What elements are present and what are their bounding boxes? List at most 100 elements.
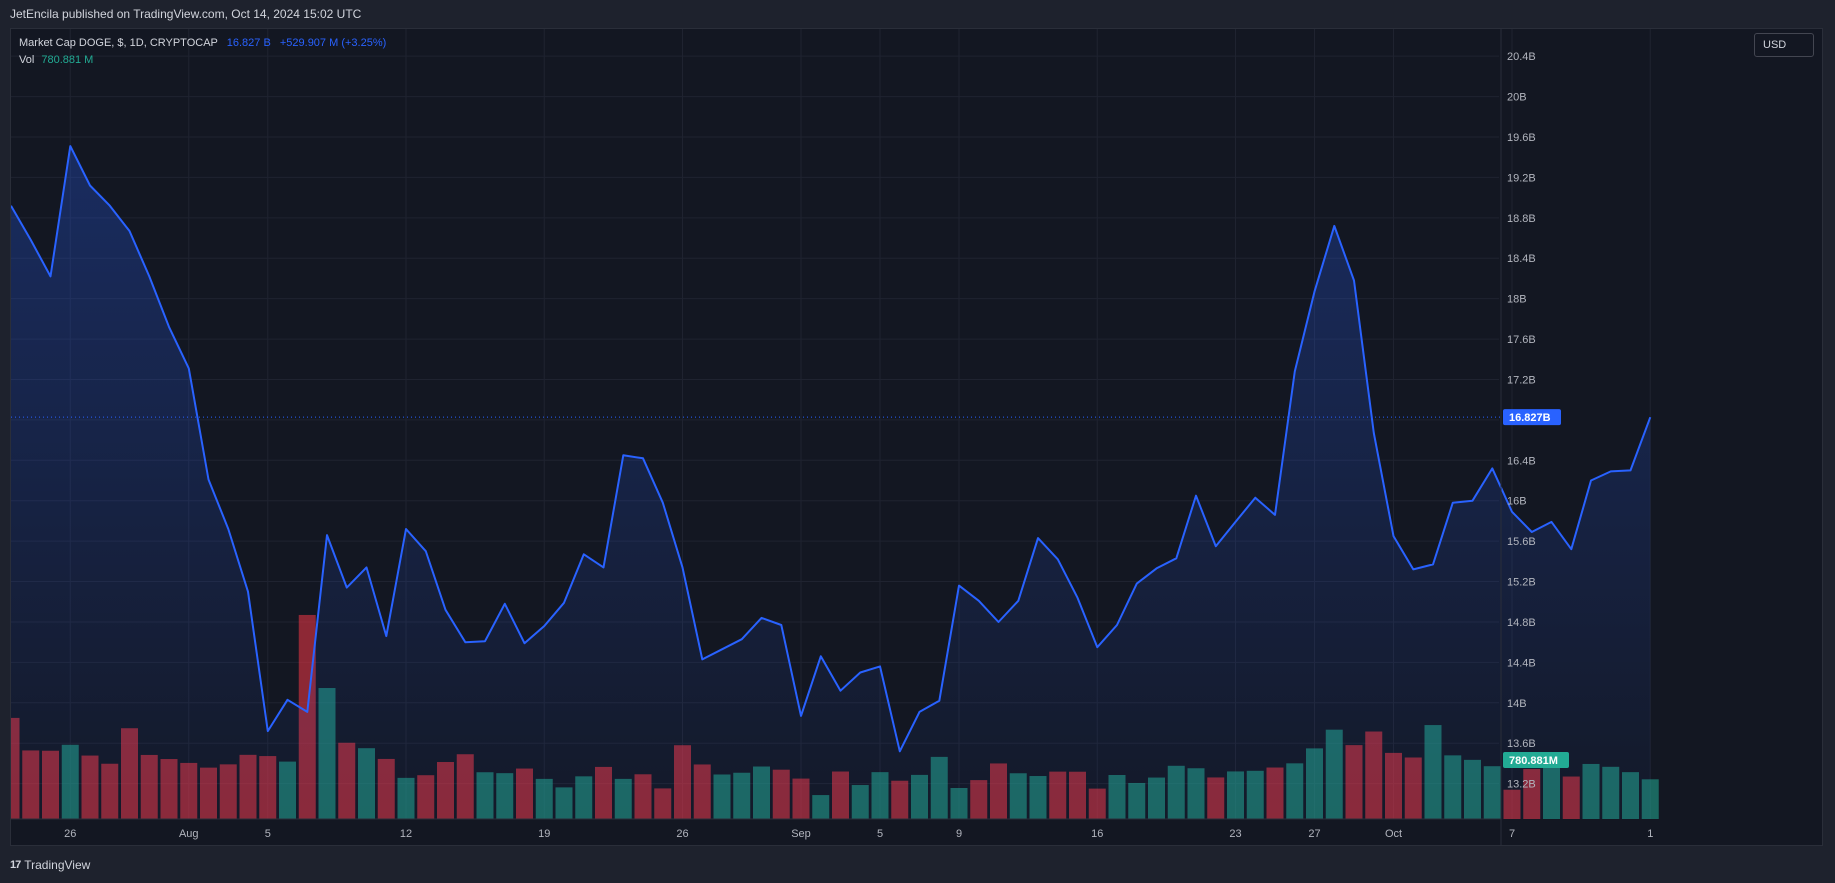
price-point[interactable] [1490,466,1494,470]
price-point[interactable] [1451,501,1455,505]
price-point[interactable] [167,325,171,329]
price-point[interactable] [1609,469,1613,473]
price-point[interactable] [29,238,33,242]
volume-last-value: 780.881 M [41,54,94,66]
series-label[interactable]: Market Cap DOGE, $, 1D, CRYPTOCAP [19,37,218,49]
chart-canvas[interactable]: 13.2B 13.6B 14B 14.4B 14.8B 15.2B 15.6B 16B 16.4… [11,29,1823,846]
price-point[interactable] [918,710,922,714]
price-point[interactable] [542,624,546,628]
price-point[interactable] [325,533,329,537]
price-point[interactable] [1194,494,1198,498]
volume-label[interactable]: Vol [19,54,35,66]
price-point[interactable] [700,657,704,661]
price-point[interactable] [286,698,290,702]
price-point[interactable] [49,274,53,278]
price-point[interactable] [523,641,527,645]
price-point[interactable] [463,640,467,644]
price-point[interactable] [621,453,625,457]
price-point[interactable] [839,689,843,693]
price-point[interactable] [1411,567,1415,571]
price-point[interactable] [1214,544,1218,548]
price-point[interactable] [147,274,151,278]
price-point[interactable] [1431,562,1435,566]
price-line[interactable] [11,145,1652,753]
price-point[interactable] [345,586,349,590]
price-point[interactable] [582,552,586,556]
price-point[interactable] [898,749,902,753]
price-point[interactable] [1313,290,1317,294]
price-point[interactable] [68,144,72,148]
price-point[interactable] [779,623,783,627]
price-point[interactable] [1332,224,1336,228]
price-point[interactable] [365,565,369,569]
price-point[interactable] [1471,499,1475,503]
price-area-fill [11,146,1651,820]
price-point[interactable] [1589,479,1593,483]
price-point[interactable] [562,601,566,605]
price-point[interactable] [207,478,211,482]
price-point[interactable] [1056,557,1060,561]
price-point[interactable] [1174,556,1178,560]
price-point[interactable] [483,639,487,643]
price-point[interactable] [1234,520,1238,524]
price-point[interactable] [108,204,112,208]
price-point[interactable] [444,608,448,612]
y-tick-label: 17.2B [1507,374,1536,386]
y-tick-label: 17.6B [1507,334,1536,346]
price-point[interactable] [1095,645,1099,649]
price-point[interactable] [977,599,981,603]
price-point[interactable] [404,527,408,531]
price-point[interactable] [305,710,309,714]
price-point[interactable] [1648,415,1652,419]
price-point[interactable] [187,366,191,370]
price-point[interactable] [1352,278,1356,282]
price-point[interactable] [1273,513,1277,517]
price-point[interactable] [1135,582,1139,586]
price-point[interactable] [1016,599,1020,603]
price-point[interactable] [720,647,724,651]
price-point[interactable] [681,565,685,569]
price-point[interactable] [88,183,92,187]
price-point[interactable] [1293,369,1297,373]
price-point[interactable] [384,634,388,638]
price-point[interactable] [997,620,1001,624]
price-point[interactable] [1076,596,1080,600]
price-point[interactable] [226,527,230,531]
price-point[interactable] [957,584,961,588]
price-point[interactable] [602,565,606,569]
y-tick-label: 18.8B [1507,213,1536,225]
y-tick-label: 13.6B [1507,738,1536,750]
price-point[interactable] [266,729,270,733]
price-point[interactable] [661,501,665,505]
price-point[interactable] [1530,530,1534,534]
currency-button[interactable]: USD [1754,33,1814,57]
price-point[interactable] [760,616,764,620]
price-point[interactable] [819,654,823,658]
price-point[interactable] [1510,510,1514,514]
price-point[interactable] [1036,536,1040,540]
price-point[interactable] [858,670,862,674]
chart-pane[interactable]: 13.2B 13.6B 14B 14.4B 14.8B 15.2B 15.6B 16B 16.4… [10,28,1823,846]
price-point[interactable] [1115,623,1119,627]
price-point[interactable] [1155,566,1159,570]
price-point[interactable] [1550,520,1554,524]
price-point[interactable] [799,714,803,718]
price-point[interactable] [1569,547,1573,551]
price-point[interactable] [246,590,250,594]
price-point[interactable] [128,229,132,233]
price-point[interactable] [1372,431,1376,435]
price-point[interactable] [1629,468,1633,472]
chart-legend: Market Cap DOGE, $, 1D, CRYPTOCAP 16.827… [19,35,386,69]
price-point[interactable] [1392,534,1396,538]
legend-main-row: Market Cap DOGE, $, 1D, CRYPTOCAP 16.827… [19,35,386,52]
price-point[interactable] [740,637,744,641]
price-point[interactable] [1253,496,1257,500]
price-point[interactable] [937,699,941,703]
footer-brand[interactable]: 17 TradingView [10,855,90,875]
price-point[interactable] [878,664,882,668]
x-tick-label: 5 [877,828,883,840]
price-point[interactable] [503,602,507,606]
price-point[interactable] [424,549,428,553]
price-point[interactable] [641,456,645,460]
x-tick-label: 19 [538,828,550,840]
